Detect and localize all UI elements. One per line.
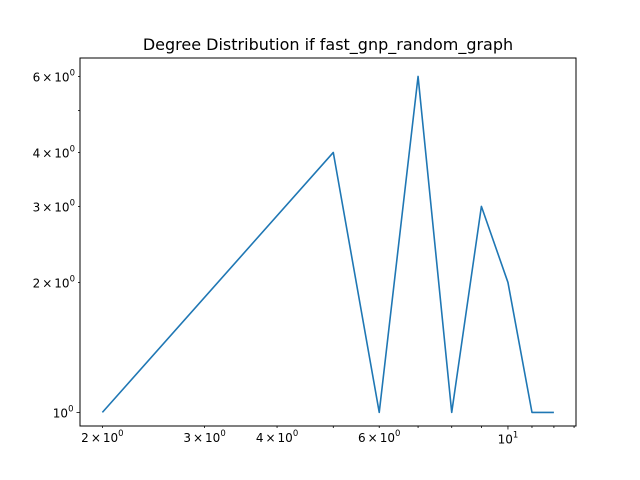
y-tick-label: 2 × 100 [33, 274, 75, 290]
x-tick-label: 4 × 100 [256, 429, 298, 445]
axis-ticks: 101 2 × 100 3 × 100 4 × 100 6 × 100 100 2 × 100 3 × 100 4 × 10… [33, 68, 575, 447]
y-tick-label: 6 × 100 [33, 68, 75, 84]
x-tick-label: 3 × 100 [183, 429, 225, 445]
chart-title: Degree Distribution if fast_gnp_random_g… [143, 35, 513, 55]
y-tick-label: 3 × 100 [33, 198, 75, 214]
series-line [101, 75, 554, 414]
x-tick-label: 101 [498, 431, 519, 447]
x-tick-label: 2 × 100 [81, 429, 123, 445]
y-tick-label: 4 × 100 [33, 144, 75, 160]
plot-area-frame [79, 57, 577, 427]
data-series [101, 75, 554, 414]
y-tick-label: 100 [53, 404, 74, 420]
x-tick-label: 6 × 100 [358, 429, 400, 445]
